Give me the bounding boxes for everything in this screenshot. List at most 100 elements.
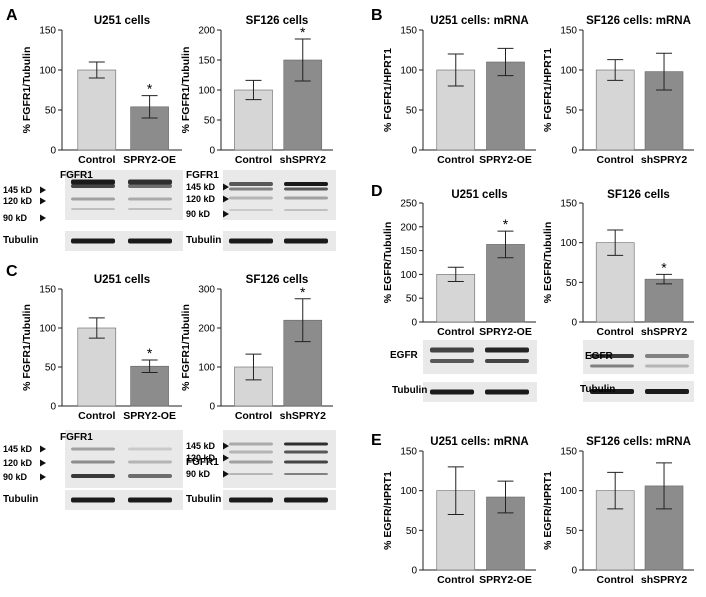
protein-band [485, 359, 529, 363]
protein-band [71, 460, 115, 464]
chart-a2: SF126 cells % FGFR1/Tubulin 0 50 100 150 200 Co… [180, 15, 333, 166]
marker-arrow-icon [223, 470, 229, 478]
western-blot-c2-blot: FGFR1 145 kD 120 kD 90 kD Tubulin [186, 430, 336, 510]
protein-band [71, 447, 115, 451]
protein-band [430, 359, 474, 363]
y-tick-label: 100 [39, 66, 56, 77]
y-tick-label: 50 [406, 294, 418, 305]
y-tick-label: 150 [39, 26, 56, 37]
y-tick-label: 150 [198, 56, 215, 67]
protein-band [128, 460, 172, 464]
y-tick-label: 300 [198, 285, 215, 296]
y-axis-label: % FGFR1/Tubulin [21, 47, 33, 134]
tubulin-band [229, 238, 273, 244]
y-axis-label: % FGFR1/Tubulin [180, 47, 192, 134]
tubulin-band [229, 497, 273, 503]
tubulin-membrane [223, 231, 336, 251]
marker-arrow-icon [223, 210, 229, 218]
blot-membrane [65, 430, 183, 488]
blot-membrane [223, 170, 336, 220]
significance-star: * [300, 284, 306, 300]
category-label: SPRY2-OE [123, 410, 176, 422]
protein-band [645, 354, 689, 358]
marker-arrow-icon [40, 197, 46, 205]
chart-e1: U251 cells: mRNA % EGFR/HPRT1 0 50 100 150 Con… [382, 436, 536, 586]
protein-band [128, 474, 172, 478]
tubulin-band [485, 389, 529, 395]
chart-b2: SF126 cells: mRNA % FGFR1/HPRT1 0 50 100 150 C… [542, 15, 694, 166]
y-tick-label: 0 [411, 146, 417, 157]
marker-arrow-icon [40, 186, 46, 194]
bar-control [77, 327, 117, 407]
tubulin-membrane [423, 382, 537, 402]
molecular-weight-marker: 120 kD [186, 453, 216, 463]
y-tick-label: 150 [560, 26, 577, 37]
y-tick-label: 0 [571, 318, 577, 329]
y-tick-label: 200 [198, 324, 215, 335]
chart-title: SF126 cells: mRNA [586, 15, 691, 27]
protein-band [128, 184, 172, 188]
blot-protein-label: FGFR1 [60, 432, 93, 443]
y-tick-label: 50 [406, 106, 418, 117]
panel-label-d: D [371, 183, 383, 200]
blot-protein-label: FGFR1 [186, 170, 219, 181]
panel-label-e: E [371, 432, 382, 449]
protein-band [284, 187, 328, 191]
marker-arrow-icon [223, 195, 229, 203]
chart-d2: SF126 cells % EGFR/Tubulin 0 50 100 150 Contro… [542, 189, 694, 338]
significance-star: * [503, 216, 509, 232]
bar-control [436, 274, 476, 323]
protein-band [284, 473, 328, 475]
category-label: shSPRY2 [641, 154, 687, 166]
western-blot-c1-blot: FGFR1 145 kD 120 kD 90 kD Tubulin [3, 430, 183, 510]
chart-title: SF126 cells: mRNA [586, 436, 691, 448]
category-label: SPRY2-OE [479, 574, 532, 586]
protein-band [229, 182, 273, 186]
y-tick-label: 150 [39, 285, 56, 296]
y-tick-label: 0 [571, 566, 577, 577]
molecular-weight-marker: 145 kD [186, 182, 216, 192]
tubulin-band [128, 497, 172, 503]
tubulin-membrane [65, 490, 183, 510]
y-tick-label: 100 [560, 238, 577, 249]
blot-protein-label: FGFR1 [60, 170, 93, 181]
protein-band [71, 208, 115, 210]
y-tick-label: 100 [400, 270, 417, 281]
category-label: Control [437, 154, 474, 166]
protein-band [590, 354, 634, 358]
category-label: Control [597, 574, 634, 586]
marker-arrow-icon [223, 442, 229, 450]
bar-shspry2 [644, 278, 684, 323]
category-label: shSPRY2 [641, 574, 687, 586]
y-tick-label: 50 [45, 363, 57, 374]
y-tick-label: 150 [400, 447, 417, 458]
y-tick-label: 150 [560, 447, 577, 458]
marker-arrow-icon [223, 183, 229, 191]
molecular-weight-marker: 90 kD [186, 469, 211, 479]
blot-protein-label: FGFR1 [186, 457, 219, 468]
chart-title: U251 cells: mRNA [430, 436, 528, 448]
category-label: SPRY2-OE [123, 154, 176, 166]
chart-e2: SF126 cells: mRNA % EGFR/HPRT1 0 50 100 150 Co… [542, 436, 694, 586]
category-label: Control [597, 154, 634, 166]
tubulin-band [590, 389, 634, 394]
y-tick-label: 0 [50, 402, 56, 413]
category-label: Control [597, 326, 634, 338]
blot-loading-label: Tubulin [3, 235, 38, 246]
tubulin-band [71, 238, 115, 244]
molecular-weight-marker: 145 kD [3, 185, 33, 195]
category-label: Control [78, 410, 115, 422]
bar-spry2-oe [486, 61, 525, 151]
y-tick-label: 150 [560, 199, 577, 210]
category-label: Control [437, 326, 474, 338]
category-label: Control [235, 154, 272, 166]
marker-arrow-icon [40, 459, 46, 467]
category-label: Control [235, 410, 272, 422]
y-axis-label: % EGFR/Tubulin [542, 222, 554, 303]
tubulin-band [645, 389, 689, 394]
protein-band [229, 187, 273, 191]
